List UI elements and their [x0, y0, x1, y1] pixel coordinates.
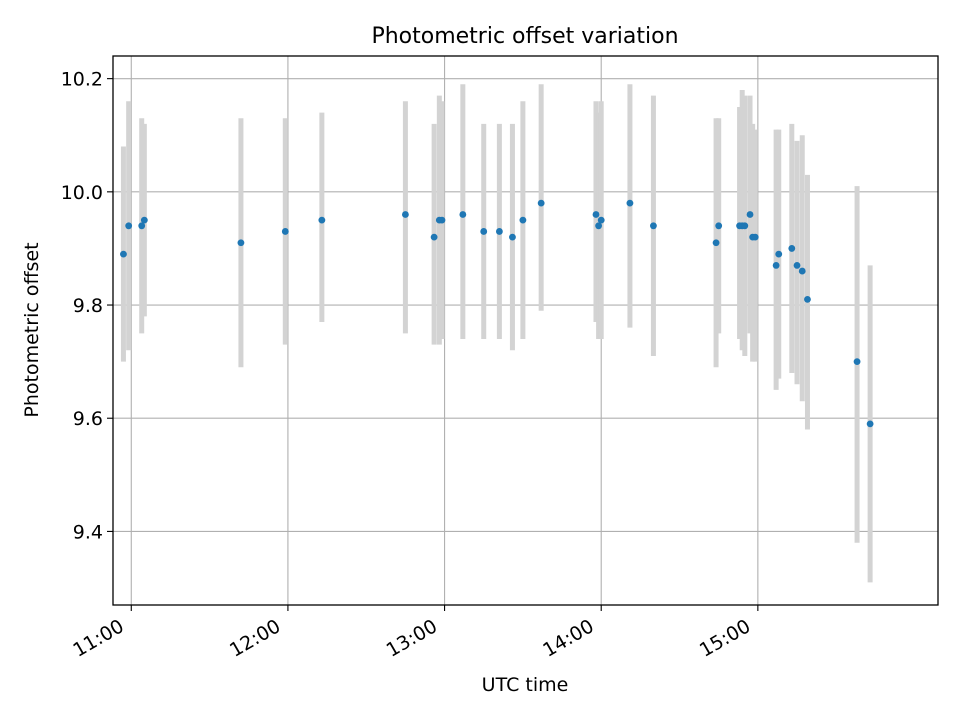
data-point: [866, 420, 874, 428]
data-point: [281, 228, 289, 235]
data-point: [125, 222, 133, 230]
x-axis-label: UTC time: [482, 674, 569, 696]
data-point: [775, 250, 783, 258]
data-point: [751, 233, 759, 241]
plot-frame: [112, 55, 939, 606]
data-point: [237, 239, 245, 247]
data-point: [788, 245, 796, 252]
data-point: [595, 222, 603, 230]
chart-title: Photometric offset variation: [371, 24, 678, 49]
y-axis-label: Photometric offset: [21, 242, 43, 417]
y-axis-ticks: 9.4 9.6 9.8 10.0 10.2: [61, 69, 113, 543]
data-point: [430, 233, 438, 241]
data-point: [712, 239, 720, 247]
data-point: [804, 295, 811, 303]
data-point: [459, 211, 467, 218]
data-point: [715, 222, 723, 230]
data-point: [793, 262, 801, 269]
data-point: [537, 199, 545, 207]
data-point: [597, 216, 605, 224]
y-tick-label: 10.2: [61, 69, 103, 91]
data-point: [495, 228, 503, 235]
data-point: [140, 216, 148, 224]
data-point: [519, 216, 527, 224]
data-point: [772, 262, 780, 269]
data-point: [318, 216, 326, 224]
data-point: [120, 250, 127, 258]
y-tick-label: 10.0: [61, 182, 103, 204]
data-point: [402, 211, 409, 218]
data-point: [853, 358, 861, 366]
data-point: [592, 211, 600, 218]
y-tick-label: 9.4: [73, 521, 103, 543]
y-tick-label: 9.8: [73, 295, 103, 317]
data-points: [120, 199, 874, 428]
data-point: [650, 222, 657, 230]
y-tick-label: 9.6: [73, 408, 103, 430]
data-point: [138, 222, 146, 230]
data-point: [798, 267, 806, 275]
data-point: [438, 216, 446, 224]
data-point: [480, 228, 488, 235]
data-point: [509, 233, 516, 241]
data-point: [741, 222, 749, 230]
data-point: [626, 199, 634, 207]
data-point: [746, 211, 754, 218]
